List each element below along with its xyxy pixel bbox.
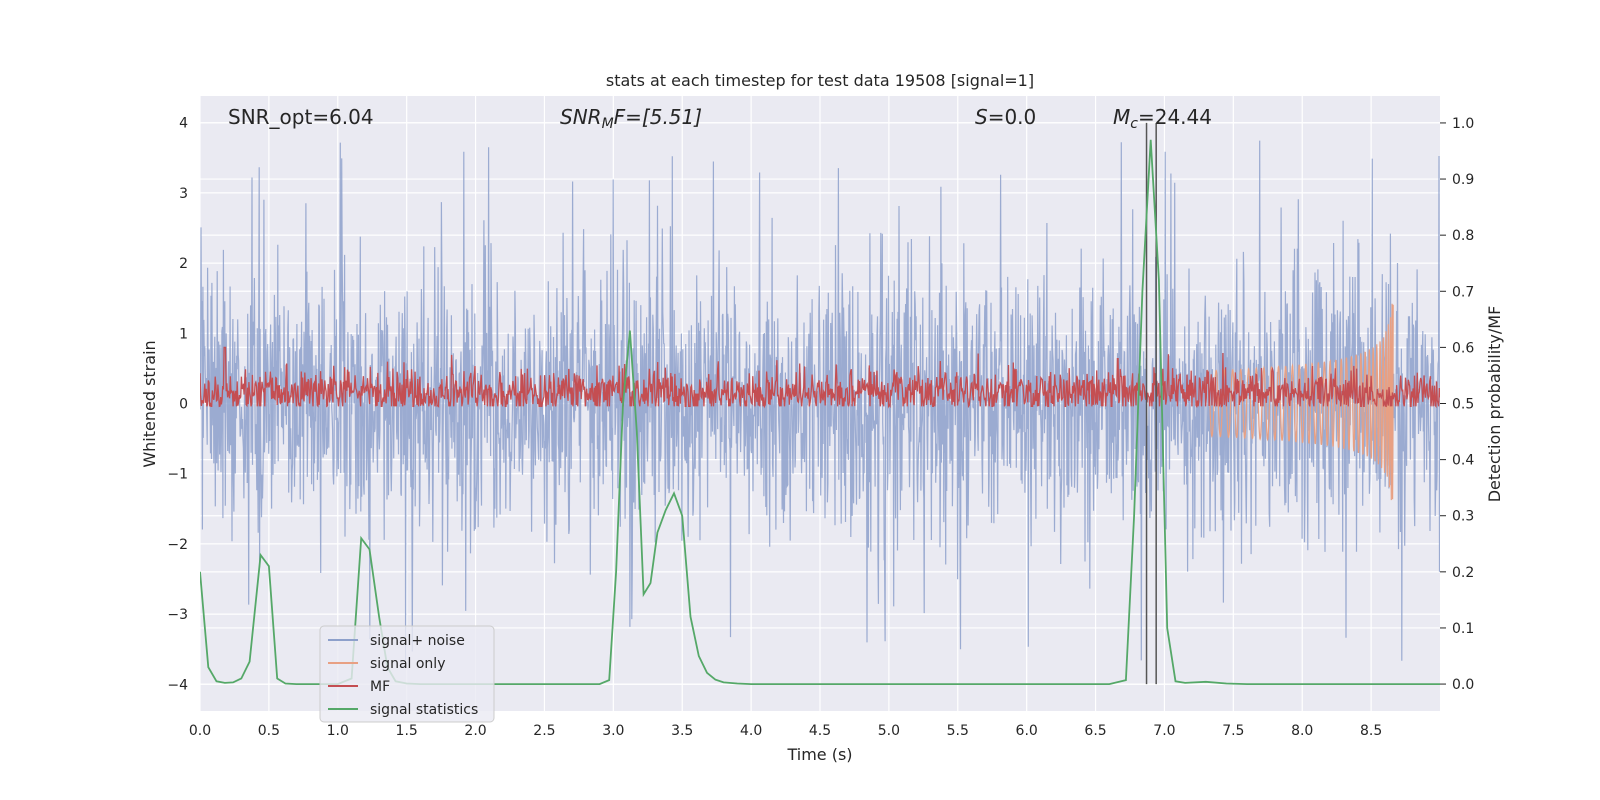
y-right-tick-label: 1.0	[1452, 116, 1474, 132]
y-right-tick-label: 0.9	[1452, 172, 1474, 188]
snr-mf-base: SNR	[560, 105, 602, 129]
annotation-snr-mf: SNRMF=[5.51]	[560, 105, 702, 132]
y-left-tick-label: 2	[179, 256, 188, 272]
x-tick-label: 7.0	[1153, 723, 1175, 739]
x-tick-label: 2.5	[533, 723, 555, 739]
x-tick-label: 0.0	[189, 723, 211, 739]
y-right-tick-label: 0.8	[1452, 228, 1474, 244]
legend-box	[319, 625, 495, 723]
x-tick-label: 1.5	[396, 723, 418, 739]
x-ticks: 0.0 0.5 1.0 1.5 2.0 2.5 3.0 3.5 4.0 4.5 5.0 5.5 6.0 6…	[189, 723, 1382, 739]
series-signal-noise	[200, 140, 1440, 661]
y-left-ticks: −4 −3 −2 −1 0 1 2 3 4	[167, 116, 188, 694]
x-tick-label: 6.5	[1084, 723, 1106, 739]
y-right-tick-label: 0.3	[1452, 509, 1474, 525]
y-left-axis-label: Whitened strain	[140, 340, 159, 467]
x-tick-label: 1.0	[327, 723, 349, 739]
annotation-mc: Mc=24.44	[1113, 105, 1212, 132]
mc-label: M	[1113, 105, 1130, 129]
chart-title: stats at each timestep for test data 195…	[606, 71, 1034, 90]
s-value: =0.0	[988, 105, 1037, 129]
x-tick-label: 4.0	[740, 723, 762, 739]
y-right-tick-label: 0.6	[1452, 340, 1474, 356]
legend: signal+ noise signal only MF signal stat…	[319, 625, 495, 723]
y-right-tick-label: 0.2	[1452, 565, 1474, 581]
x-axis-label: Time (s)	[786, 745, 852, 764]
y-left-tick-label: 3	[179, 186, 188, 202]
y-right-tick-label: 0.0	[1452, 677, 1474, 693]
y-left-tick-label: 1	[179, 326, 188, 342]
y-left-tick-label: 4	[179, 116, 188, 132]
y-right-tick-label: 0.4	[1452, 453, 1474, 469]
legend-label-signal-only: signal only	[370, 656, 445, 672]
y-right-tick-label: 0.7	[1452, 284, 1474, 300]
x-tick-label: 8.5	[1360, 723, 1382, 739]
x-tick-label: 5.0	[878, 723, 900, 739]
series-layer	[200, 122, 1440, 685]
x-tick-label: 3.0	[602, 723, 624, 739]
x-tick-label: 5.5	[947, 723, 969, 739]
x-tick-label: 0.5	[258, 723, 280, 739]
x-tick-label: 8.0	[1291, 723, 1313, 739]
y-right-tick-label: 0.1	[1452, 621, 1474, 637]
series-signal-statistics	[200, 139, 1440, 685]
legend-label-signal-statistics: signal statistics	[370, 702, 478, 718]
x-tick-label: 4.5	[809, 723, 831, 739]
snr-mf-sub: M	[602, 116, 614, 132]
y-right-tick-label: 0.5	[1452, 397, 1474, 413]
s-label: S	[975, 105, 988, 129]
y-right-axis-label: Detection probability/MF	[1485, 306, 1504, 503]
annotation-snr-opt: SNR_opt=6.04	[228, 105, 374, 129]
y-left-tick-label: −1	[167, 467, 188, 483]
y-left-tick-label: −2	[167, 537, 188, 553]
series-mf	[200, 346, 1440, 409]
y-left-tick-label: −4	[167, 677, 188, 693]
y-left-tick-label: 0	[179, 397, 188, 413]
annotation-s: S=0.0	[975, 105, 1036, 129]
snr-mf-rest: F=[5.51]	[614, 105, 702, 129]
x-tick-label: 2.0	[464, 723, 486, 739]
y-right-ticks: 0.0 0.1 0.2 0.3 0.4 0.5 0.6 0.7 0.8 0.9 1.0	[1440, 116, 1474, 693]
mc-value: =24.44	[1138, 105, 1212, 129]
y-left-tick-label: −3	[167, 607, 188, 623]
mc-sub: c	[1130, 116, 1138, 132]
x-tick-label: 3.5	[671, 723, 693, 739]
legend-label-signal-noise: signal+ noise	[370, 633, 465, 649]
legend-label-mf: MF	[370, 679, 390, 695]
x-tick-label: 6.0	[1016, 723, 1038, 739]
x-tick-label: 7.5	[1222, 723, 1244, 739]
